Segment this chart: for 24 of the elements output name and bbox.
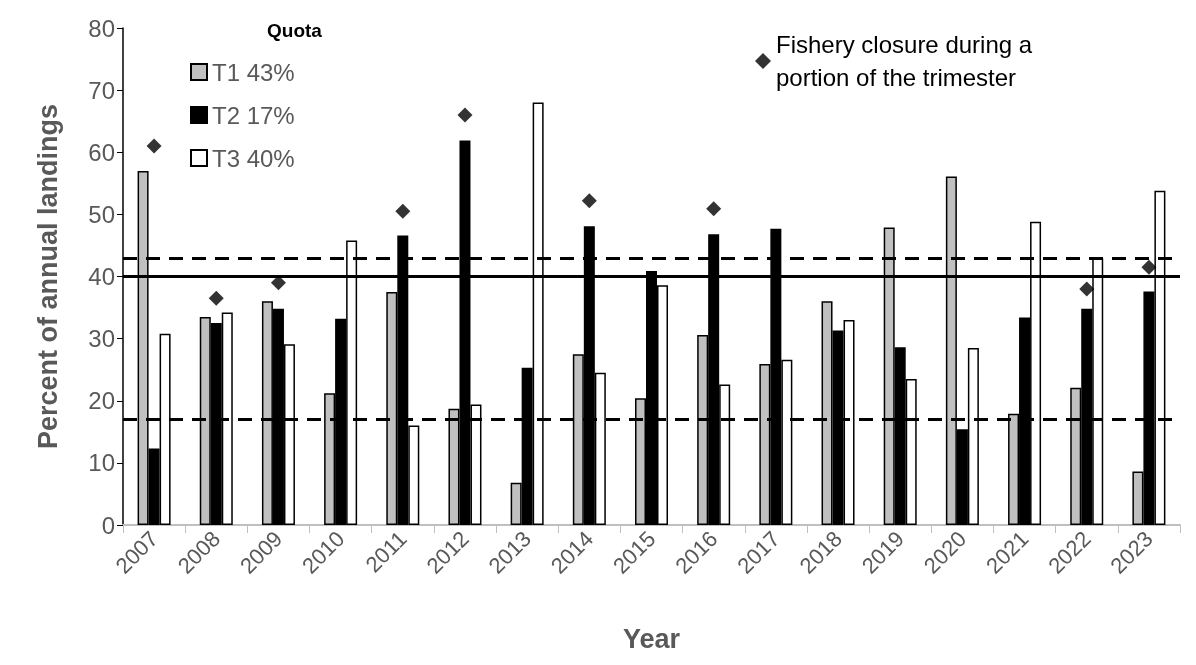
point: [581, 193, 597, 209]
y-tick-label: 60: [88, 138, 115, 166]
y-tick-label: 40: [88, 263, 115, 290]
legend-label: T2 17%: [212, 101, 295, 129]
point: [146, 138, 162, 154]
x-axis-title: Year: [622, 623, 681, 654]
legend-title: Quota: [267, 20, 323, 41]
y-tick-label: 10: [88, 449, 115, 477]
legend-label: Fishery closure during a portion of the trimester: [776, 31, 1039, 91]
legend-label: T1 43%: [212, 58, 295, 86]
point: [1079, 281, 1095, 297]
point: [395, 203, 411, 219]
y-tick-label: 30: [88, 325, 115, 353]
y-tick-label: 50: [88, 200, 115, 228]
y-tick-label: 20: [88, 387, 115, 415]
y-tick-label: 70: [88, 76, 115, 104]
point: [1141, 259, 1157, 275]
y-axis-title: Percent of annual landings: [32, 103, 63, 450]
point: [706, 201, 722, 217]
point: [208, 290, 224, 306]
y-tick-label: 80: [88, 14, 115, 42]
legend-label: T3 40%: [212, 144, 295, 172]
y-tick-label: 0: [101, 511, 115, 539]
point: [457, 107, 473, 123]
